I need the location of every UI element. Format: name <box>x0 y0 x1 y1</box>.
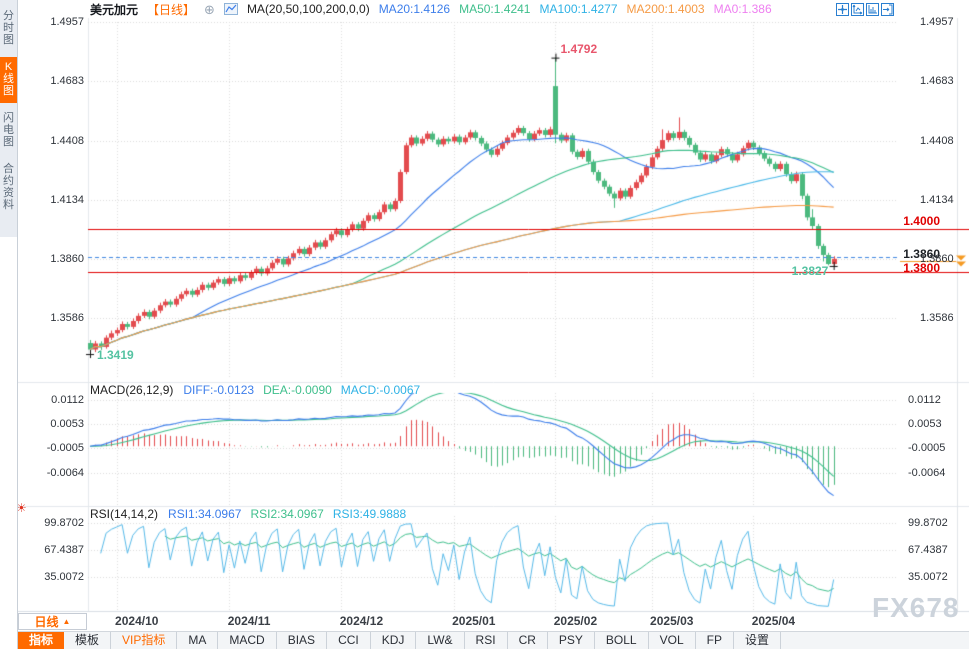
dropdown-arrow-icon: ▲ <box>62 616 71 626</box>
add-indicator-icon[interactable]: ⊕ <box>204 1 215 17</box>
toolbar-item[interactable]: 设置 <box>734 632 781 649</box>
sidebar-tab-lightning[interactable]: 闪电图 <box>3 112 14 148</box>
date-label: 2024/10 <box>115 614 159 628</box>
price-axis-label-right: 1.3860 <box>920 252 954 265</box>
sidebar-tab-contract-info[interactable]: 合约资料 <box>3 163 14 211</box>
date-label: 2025/03 <box>650 614 694 628</box>
toolbar-item[interactable]: BOLL <box>595 632 649 649</box>
price-axis-label-left: 1.4683 <box>50 75 84 88</box>
price-axis-label-right: 1.4408 <box>920 134 954 147</box>
price-axis-label-left: 1.4957 <box>50 16 84 28</box>
rsi-values: RSI1:34.0967 RSI2:34.0967 RSI3:49.9888 <box>168 507 415 521</box>
rsi-value: RSI1:34.0967 <box>168 507 242 521</box>
recent-low-annotation: 1.3827 <box>791 263 829 278</box>
price-axis-label-left: 1.4134 <box>50 193 84 206</box>
rsi-value: RSI3:49.9888 <box>332 507 407 521</box>
ma-values: MA20:1.4126 MA50:1.4241 MA100:1.4277 MA200:… <box>379 2 781 16</box>
current-price-label: 1.3860 <box>903 246 940 261</box>
price-axis-label-right: 1.4134 <box>920 193 954 206</box>
scale-axis-icon[interactable] <box>866 3 879 16</box>
crosshair-icon[interactable] <box>836 3 849 16</box>
rsi-axis-label-right: 67.4387 <box>908 544 948 557</box>
macd-title: MACD(26,12,9) <box>90 383 174 397</box>
price-axis-label-right: 1.4957 <box>920 16 954 28</box>
period-selector-label: 日线 <box>34 615 59 629</box>
rsi-title: RSI(14,14,2) <box>90 507 159 521</box>
price-axis-label-left: 1.3586 <box>50 312 84 324</box>
toolbar-item[interactable]: MA <box>177 632 219 649</box>
toolbar-item[interactable]: RSI <box>465 632 508 649</box>
macd-axis-label-right: -0.0064 <box>908 466 946 479</box>
ma-value: MA20:1.4126 <box>378 2 451 16</box>
macd-axis-label-right: -0.0005 <box>908 442 946 455</box>
high-price-annotation: 1.4792 <box>560 41 598 56</box>
support-price-label: 1.3800 <box>903 260 940 275</box>
rsi-axis-label-left: 67.4387 <box>44 544 84 557</box>
rsi-axis-label-left: 35.0072 <box>44 571 84 584</box>
indicator-chart-icon[interactable] <box>223 3 238 15</box>
detach-window-icon[interactable] <box>881 3 894 16</box>
toolbar-item[interactable]: VIP指标 <box>111 632 178 649</box>
date-label: 2024/12 <box>339 614 384 628</box>
toolbar-item[interactable]: 模板 <box>64 632 112 649</box>
toolbar-item[interactable]: 指标 <box>18 632 65 649</box>
bottom-toolbar: 指标 模板 VIP指标 MA MACD BIAS CCI KDJ LW& RSI CR PSY BOLL… <box>0 631 969 649</box>
resistance-price-label: 1.4000 <box>903 213 940 228</box>
toolbar-item[interactable]: MACD <box>218 632 277 649</box>
date-label: 2024/11 <box>227 614 271 628</box>
date-label: 2025/04 <box>751 614 796 628</box>
macd-axis-label-left: 0.0112 <box>51 394 84 406</box>
toolbar-item[interactable]: VOL <box>649 632 696 649</box>
toolbar-item[interactable]: PSY <box>548 632 595 649</box>
zoom-axis-icon[interactable] <box>851 3 864 16</box>
rsi-axis-label-left: 99.8702 <box>44 517 84 529</box>
date-label: 2025/01 <box>452 614 496 628</box>
macd-value: DIFF:-0.0123 <box>183 383 255 397</box>
macd-axis-label-left: -0.0005 <box>46 442 84 455</box>
price-axis-label-right: 1.4683 <box>920 75 954 88</box>
rsi-axis-label-right: 35.0072 <box>908 571 948 584</box>
symbol-title: 美元加元 <box>90 2 139 17</box>
sidebar-tab-timeline[interactable]: 分时图 <box>3 10 14 46</box>
ma-value: MA200:1.4003 <box>626 2 705 16</box>
toolbar-item[interactable]: CR <box>508 632 548 649</box>
toolbar-item[interactable]: LW& <box>416 632 465 649</box>
toolbar-item[interactable]: BIAS <box>277 632 328 649</box>
date-label: 2025/02 <box>553 614 598 628</box>
price-axis-label-right: 1.3586 <box>920 312 954 324</box>
macd-value: MACD:-0.0067 <box>340 383 421 397</box>
ma-value: MA50:1.4241 <box>459 2 531 16</box>
price-axis-label-left: 1.3860 <box>50 252 84 265</box>
chart-header: 美元加元 【日线】 ⊕ MA(20,50,100,200,0,0) MA20:1… <box>90 1 781 17</box>
chart-toolbar-icons <box>836 3 894 16</box>
macd-axis-label-right: 0.0112 <box>908 394 941 406</box>
macd-value: DEA:-0.0090 <box>263 383 332 397</box>
period-selector[interactable]: 日线 ▲ <box>18 613 87 630</box>
macd-values: DIFF:-0.0123 DEA:-0.0090 MACD:-0.0067 <box>183 383 429 397</box>
macd-axis-label-left: -0.0064 <box>46 466 84 479</box>
macd-axis-label-right: 0.0053 <box>908 418 942 431</box>
toolbar-item[interactable]: FP <box>696 632 734 649</box>
alert-sun-icon: ☀ <box>16 501 27 515</box>
rsi-value: RSI2:34.0967 <box>250 507 324 521</box>
rsi-panel-header: RSI(14,14,2) RSI1:34.0967 RSI2:34.0967 RSI… <box>90 507 415 521</box>
macd-panel-header: MACD(26,12,9) DIFF:-0.0123 DEA:-0.0090 MAC… <box>90 383 429 397</box>
toolbar-item[interactable]: CCI <box>327 632 371 649</box>
ma-formula: MA(20,50,100,200,0,0) <box>246 2 370 16</box>
watermark: FX678 <box>872 592 960 623</box>
rsi-axis-label-right: 99.8702 <box>908 517 948 529</box>
sidebar: 分时图 K线图闪电图合约资料 <box>0 0 18 649</box>
ma-value: MA100:1.4277 <box>539 2 618 16</box>
toolbar-item[interactable]: KDJ <box>371 632 417 649</box>
sidebar-tab-kline[interactable]: K线图 <box>0 57 17 103</box>
macd-axis-label-left: 0.0053 <box>50 418 84 431</box>
ma-value: MA0:1.386 <box>713 2 772 16</box>
price-axis-label-left: 1.4408 <box>50 134 84 147</box>
period-tag: 【日线】 <box>147 2 196 17</box>
low-price-annotation: 1.3419 <box>97 348 134 363</box>
